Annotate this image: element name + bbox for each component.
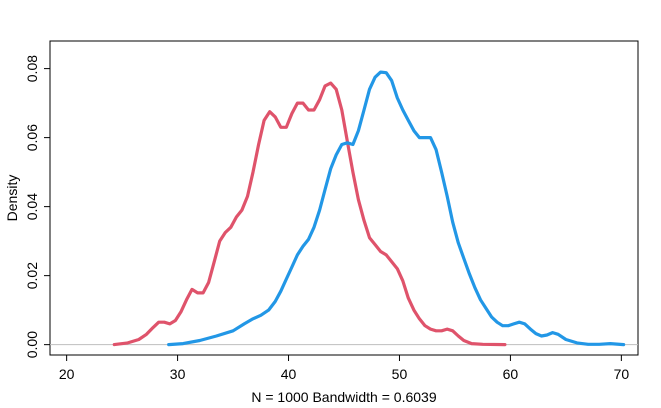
y-tick-label: 0.02 — [24, 262, 40, 289]
x-tick-label: 50 — [392, 366, 408, 382]
x-tick-label: 30 — [170, 366, 186, 382]
x-tick-label: 60 — [503, 366, 519, 382]
y-tick-label: 0.06 — [24, 124, 40, 151]
plot-frame — [49, 40, 639, 356]
y-tick-label: 0.08 — [24, 55, 40, 82]
y-axis: 0.00 0.02 0.04 0.06 0.08 — [24, 55, 50, 358]
x-tick-label: 20 — [59, 366, 75, 382]
x-axis: 20 30 40 50 60 70 — [59, 355, 630, 382]
density-line-1 — [112, 81, 507, 347]
y-tick-label: 0.00 — [24, 331, 40, 358]
density-line-2 — [167, 70, 626, 347]
x-tick-label: 70 — [614, 366, 630, 382]
y-tick-label: 0.04 — [24, 193, 40, 220]
x-axis-title: N = 1000 Bandwidth = 0.6039 — [251, 389, 436, 405]
y-axis-title: Density — [4, 175, 20, 222]
series-layer — [112, 70, 626, 347]
x-tick-label: 40 — [281, 366, 297, 382]
